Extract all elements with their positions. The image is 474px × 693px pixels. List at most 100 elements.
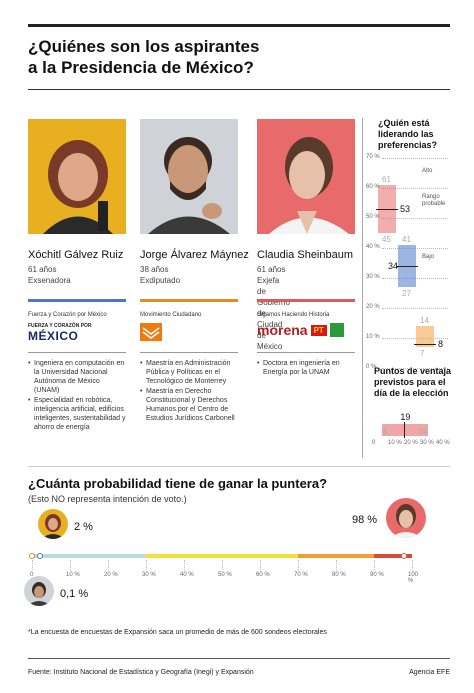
title-line-1: ¿Quiénes son los aspirantes [28, 37, 260, 56]
party-logo-eagle-icon [140, 323, 162, 346]
section-divider [28, 466, 450, 467]
low-value: 7 [420, 349, 425, 358]
median-line [414, 344, 436, 345]
scale-grid [260, 560, 261, 570]
preference-chart: 70 % 60 % 50 % 40 % 30 % 20 % 10 % 0 % 61 53 45 41… [366, 150, 450, 370]
legend-alto: Alto [422, 168, 433, 174]
party-name: Sigamos Haciendo Historia [257, 312, 330, 318]
candidate-color-bar [140, 299, 238, 302]
party-logo: morena PT [257, 322, 344, 338]
side-divider [362, 118, 363, 458]
candidate-age: 61 años [28, 265, 57, 274]
y-tick-label: 60 % [366, 184, 380, 190]
party-logo-text: morena [257, 322, 308, 338]
scale-grid [412, 560, 413, 570]
lead-chart: 5 19 34 0 10 % 20 % 30 % 40 % [372, 410, 450, 450]
candidate-meta: 38 años Exdiputado [140, 264, 180, 286]
marker-claudia [401, 553, 408, 559]
lead-title: Puntos de ventaja previstos para el día … [374, 366, 452, 398]
lead-high-value: 34 [418, 427, 428, 436]
y-tick-label: 40 % [366, 244, 380, 250]
lead-tick-label: 30 % [420, 440, 434, 446]
median-line [396, 266, 418, 267]
source: Fuente: Instituto Nacional de Estadístic… [28, 669, 254, 676]
list-item: Doctora en ingeniería en Energía por la … [257, 359, 355, 377]
scale-tick-label: 20 % [104, 572, 118, 578]
candidate-meta: 61 años Exjefa de Gobierno de Ciudad de … [257, 264, 290, 352]
avatar-claudia [386, 498, 426, 538]
range-box [416, 326, 434, 347]
scale-tick-label: 70 % [294, 572, 308, 578]
divider [140, 352, 238, 353]
candidate-photo-claudia [257, 119, 355, 234]
list-item: Ingeniera en computación en la Universid… [28, 359, 126, 395]
lead-tick-label: 10 % [388, 440, 402, 446]
scale-tick-label: 0 [30, 572, 34, 578]
candidate-name: Xóchitl Gálvez Ruiz [28, 249, 124, 261]
high-value: 41 [402, 235, 411, 244]
grid-line [382, 188, 448, 189]
candidate-role: Exdiputado [140, 276, 181, 285]
scale-segment [374, 554, 412, 558]
marker-jorge [29, 553, 36, 559]
party-logo-green-icon [329, 323, 344, 337]
scale-segment [32, 554, 146, 558]
scale-grid [184, 560, 185, 570]
candidate-role: Exjefa de Gobierno [257, 276, 290, 307]
y-tick-label: 10 % [366, 334, 380, 340]
low-value: 45 [382, 235, 391, 244]
scale-tick-label: 60 % [256, 572, 270, 578]
title-divider [28, 89, 450, 90]
bullet-list: Ingeniera en computación en la Universid… [28, 359, 126, 433]
page-title: ¿Quiénes son los aspirantes a la Preside… [28, 36, 328, 78]
lead-mid-value: 19 [400, 412, 411, 422]
side-title: ¿Quién está liderando las preferencias? [378, 118, 438, 150]
marker-xochitl [36, 553, 43, 559]
candidate-age: 61 años [257, 265, 286, 274]
party-logo-line-2: MÉXICO [28, 329, 79, 343]
scale-grid [336, 560, 337, 570]
footnote: *La encuesta de encuestas de Expansión s… [28, 629, 327, 636]
scale-tick-label: 30 % [142, 572, 156, 578]
claudia-probability: 98 % [352, 514, 378, 526]
footer-divider [28, 658, 450, 659]
party-logo-pt: PT [310, 324, 327, 336]
party-logo: FUERZA Y CORAZÓN POR MÉXICO [28, 323, 98, 343]
legend-rango: Rango probable [422, 194, 446, 207]
scale-tick-label: 40 % [180, 572, 194, 578]
scale-tick-label: 50 % [218, 572, 232, 578]
y-tick-label: 30 % [366, 274, 380, 280]
mid-value: 34 [388, 261, 399, 271]
scale-grid [222, 560, 223, 570]
scale-grid [32, 560, 33, 570]
probability-subtitle: (Esto NO representa intención de voto.) [28, 494, 187, 504]
party-name: Fuerza y Corazón por México [28, 312, 107, 318]
divider [28, 352, 126, 353]
median-line [376, 209, 398, 210]
candidate-role: de Ciudad de México [257, 309, 283, 351]
lead-tick-label: 40 % [436, 440, 450, 446]
probability-title: ¿Cuánta probabilidad tiene de ganar la p… [28, 476, 328, 491]
bullet-list: Doctora en ingeniería en Energía por la … [257, 359, 355, 378]
lead-tick-label: 20 % [404, 440, 418, 446]
grid-line [382, 338, 448, 339]
grid-line [382, 218, 448, 219]
title-line-2: a la Presidencia de México? [28, 58, 254, 77]
scale-segment [146, 554, 298, 558]
high-value: 61 [382, 175, 391, 184]
xochitl-probability: 2 % [74, 521, 93, 533]
agency: Agencia EFE [409, 669, 450, 676]
scale-tick-label: 80 % [332, 572, 346, 578]
scale-grid [70, 560, 71, 570]
divider [257, 352, 355, 353]
candidate-name: Claudia Sheinbaum [257, 249, 354, 261]
lead-median [404, 422, 406, 438]
mid-value: 8 [438, 339, 444, 349]
avatar-xochitl [38, 509, 68, 539]
probability-scale: 0 10 % 20 % 30 % 40 % 50 % 60 % 70 % 80 % 90 % 100… [29, 546, 418, 586]
y-tick-label: 70 % [366, 154, 380, 160]
jorge-probability: 0,1 % [60, 588, 89, 600]
y-tick-label: 20 % [366, 304, 380, 310]
scale-grid [146, 560, 147, 570]
scale-grid [374, 560, 375, 570]
